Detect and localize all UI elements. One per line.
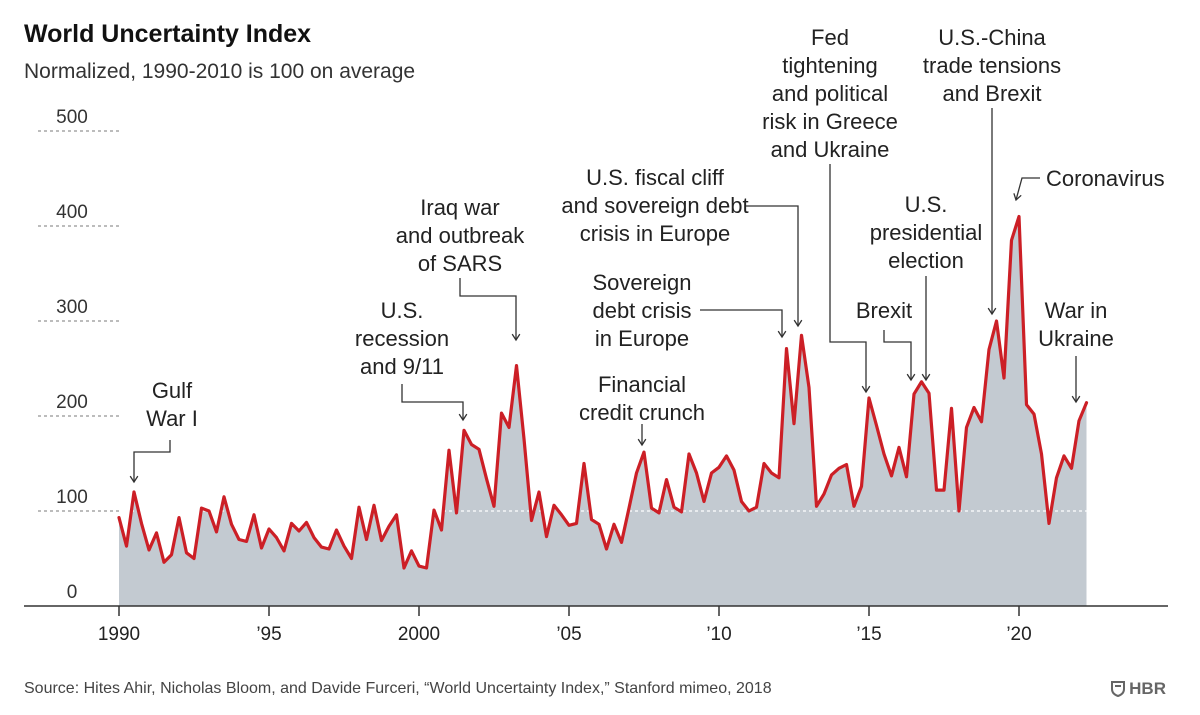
annotation-sovereign-debt: Sovereign debt crisis in Europe [592,270,787,351]
annotation-gulf-war: Gulf War I [129,378,198,484]
x-tick-label: ’20 [1006,624,1031,645]
annotation-label: Sovereign [592,270,691,295]
brand-logo: HBR [1111,679,1166,699]
annotation-leader [700,309,783,337]
annotation-ukraine-war: War in Ukraine [1038,298,1114,404]
annotation-label: and Brexit [942,81,1041,106]
annotation-arrowhead [637,438,647,447]
annotation-fed-greece: Fed tightening and political risk in Greece… [762,25,898,394]
annotation-label: of SARS [418,251,502,276]
annotation-label: trade tensions [923,53,1061,78]
annotation-label: U.S. fiscal cliff [586,165,725,190]
x-tick-label: ’10 [706,624,731,645]
area-layer [119,216,1087,606]
annotation-label: Coronavirus [1046,166,1165,191]
annotation-arrowhead [1013,193,1022,202]
annotation-label: Ukraine [1038,326,1114,351]
annotation-arrowhead [129,475,139,484]
brand-name: HBR [1129,679,1166,698]
chart-title: World Uncertainty Index [24,20,312,48]
annotation-arrowhead [906,373,916,382]
source-note: Source: Hites Ahir, Nicholas Bloom, and … [24,680,772,697]
annotation-leader [1015,177,1040,201]
annotation-label: and outbreak [396,223,525,248]
annotation-financial-crunch: Financial credit crunch [579,372,705,447]
annotation-label: Gulf [152,378,193,403]
annotation-arrowhead [511,333,521,342]
y-tick-label: 500 [56,107,88,128]
line-layer [117,214,1089,570]
grid-layer [38,130,119,512]
x-tick-label: ’05 [556,624,581,645]
annotation-label: in Europe [595,326,689,351]
annotation-label: presidential [870,220,983,245]
annotation-iraq-sars: Iraq war and outbreak of SARS [396,195,525,342]
annotation-label: and political [772,81,888,106]
annotation-china-trade: U.S.-China trade tensions and Brexit [923,25,1061,316]
annotation-arrowhead [1071,395,1081,404]
annotation-recession-911: U.S. recession and 9/11 [355,298,468,422]
annotation-layer: Gulf War I U.S. recession and 9/11 Iraq war an… [129,25,1165,484]
annotation-leader [829,164,867,392]
annotation-label: Financial [598,372,686,397]
annotation-label: recession [355,326,449,351]
annotation-leader [746,205,799,326]
axis-layer: 0 100 200 300 400 500 1990 ’95 2000 ’05 ’10 ’15 ’20 [24,107,1168,645]
annotation-label: War in [1045,298,1108,323]
annotation-label: election [888,248,964,273]
y-tick-label: 300 [56,297,88,318]
y-tick-label: 100 [56,487,88,508]
annotation-label: credit crunch [579,400,705,425]
annotation-arrowhead [458,413,468,422]
annotation-arrowhead [987,307,997,316]
y-tick-label: 400 [56,202,88,223]
annotation-leader [401,384,464,420]
series-area [119,216,1087,606]
y-tick-label: 0 [67,582,78,603]
annotation-label: War I [146,406,198,431]
annotation-leader [133,440,171,482]
annotation-label: U.S.-China [938,25,1046,50]
annotation-label: tightening [782,53,877,78]
shield-icon [1111,681,1126,697]
annotation-label: U.S. [905,192,948,217]
annotation-leader [459,278,517,340]
x-tick-label: ’15 [856,624,881,645]
annotation-label: and 9/11 [360,354,444,379]
annotation-brexit: Brexit [856,298,916,382]
x-tick-label: 2000 [398,624,440,645]
annotation-label: Fed [811,25,849,50]
annotation-fiscal-cliff: U.S. fiscal cliff and sovereign debt crisi… [561,165,803,328]
annotation-coronavirus: Coronavirus [1013,166,1165,202]
chart-subtitle: Normalized, 1990-2010 is 100 on average [24,60,416,83]
annotation-arrowhead [793,319,803,328]
annotation-arrowhead [777,330,787,339]
annotation-label: and sovereign debt [561,193,748,218]
annotation-label: debt crisis [592,298,691,323]
reference-layer [119,510,1087,512]
annotation-label: and Ukraine [771,137,890,162]
annotation-us-election: U.S. presidential election [870,192,983,382]
annotation-leader [883,330,912,380]
x-tick-label: 1990 [98,624,140,645]
x-tick-label: ’95 [256,624,281,645]
annotation-label: U.S. [381,298,424,323]
annotation-label: Brexit [856,298,912,323]
annotation-arrowhead [921,373,931,382]
annotation-label: crisis in Europe [580,221,730,246]
annotation-arrowhead [861,385,871,394]
annotation-label: Iraq war [420,195,499,220]
y-tick-label: 200 [56,392,88,413]
annotation-label: risk in Greece [762,109,898,134]
series-line [117,214,1089,570]
